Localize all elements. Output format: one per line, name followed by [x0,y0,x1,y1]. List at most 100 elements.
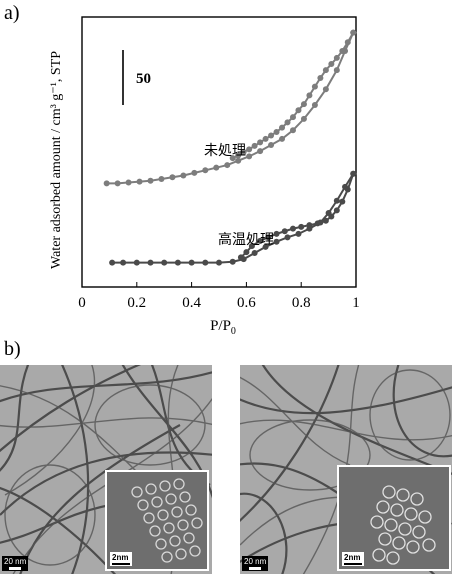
data-point [265,234,272,241]
data-point [180,172,187,179]
data-point [257,139,264,146]
inset-scale-line [344,563,362,565]
x-axis-label: P/P0 [210,318,236,337]
data-point [147,177,154,184]
chart-plot-area [103,29,357,266]
data-point [322,86,329,93]
data-point [224,162,231,169]
data-point [246,146,253,153]
data-point [169,174,176,181]
data-point [289,225,296,232]
data-point [281,228,288,235]
tem-scale-bar: 20 nm [242,556,269,571]
data-point [268,132,275,139]
data-point [235,152,242,159]
data-point [333,207,340,214]
tem-scale-bar: 20 nm [2,556,29,571]
inset-scale-label: 2nm [112,553,129,562]
series-label-high-temp: 高温処理 [218,231,274,248]
data-point [257,237,264,244]
x-tick-label: 0.8 [292,295,311,311]
data-point [344,186,351,193]
chart-axes: 0 0.2 0.4 0.6 0.8 1 [78,16,360,311]
data-point [202,167,209,174]
data-point [284,234,291,241]
tem-image-high-temp: 2nm 20 nm [240,365,452,574]
inset-scale-label: 2nm [344,553,361,562]
data-point [328,61,335,68]
tem-scale-label: 20 nm [244,557,267,566]
series-label-untreated: 未処理 [204,143,246,159]
data-point [306,92,313,99]
data-point [339,198,346,205]
data-point [147,259,154,266]
series-line-0-desorption [232,32,355,159]
data-point [120,259,127,266]
data-point [216,259,222,266]
data-point [328,213,335,220]
data-point [289,127,296,134]
x-tick-label: 1 [352,295,360,311]
data-point [262,135,269,142]
plot-frame [81,16,357,288]
series-line-0-adsorption [106,32,355,185]
data-point [322,217,329,224]
data-point [339,47,346,54]
data-point [213,164,220,171]
isotherm-chart: 0 0.2 0.4 0.6 0.8 1 Water adsorbed amount / c… [49,16,360,337]
data-point [103,180,110,187]
data-point [229,258,236,265]
data-point [295,230,302,237]
data-point [136,178,143,185]
data-point [314,220,321,227]
data-point [311,83,318,90]
data-point [273,128,280,135]
data-point [279,124,286,131]
x-tick-label: 0.2 [127,295,146,311]
inset-scale-bar: 2nm [342,552,364,566]
data-point [298,223,305,230]
y-axis-label: Water adsorbed amount / cm³ g⁻¹, STP [49,51,64,269]
data-point [251,250,258,257]
data-point [268,142,275,149]
data-point [279,135,286,142]
data-point [322,67,329,74]
data-point [246,153,253,160]
data-point [161,259,168,266]
hrtem-rings [131,478,203,563]
data-point [243,249,250,256]
data-point [350,170,357,177]
data-point [133,259,140,266]
data-point [188,259,195,266]
inset-scale-line [112,563,130,565]
data-point [174,259,181,266]
data-point [306,222,313,229]
data-point [273,238,280,245]
series-line-1-adsorption [112,173,355,264]
hrtem-inset: 2nm [105,470,209,571]
data-point [273,230,280,237]
data-point [300,101,307,108]
data-point [251,142,258,149]
scale-bar-label: 50 [136,71,151,87]
data-point [289,114,296,121]
x-tick-label: 0.4 [182,295,201,311]
data-point [333,54,340,61]
data-point [344,39,351,46]
data-point [317,74,324,81]
data-point [158,176,165,182]
data-point [350,29,357,36]
data-point [191,169,198,176]
panel-b-label: b) [4,338,21,360]
x-tick-label: 0 [78,295,86,311]
tem-scale-label: 20 nm [4,557,27,566]
data-point [229,155,236,162]
data-point [248,243,255,250]
data-point [333,67,340,74]
tem-scale-line [249,567,262,570]
data-point [237,254,244,261]
data-point [257,148,264,155]
data-point [202,259,209,266]
data-point [262,243,269,250]
data-point [240,149,247,155]
